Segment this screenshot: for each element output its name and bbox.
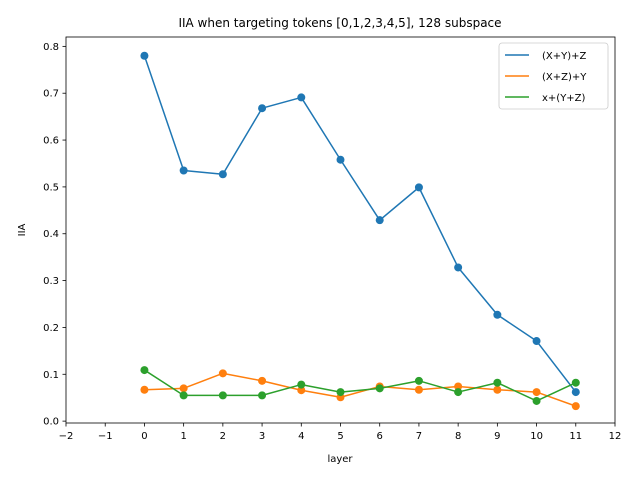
series-layer bbox=[140, 51, 580, 411]
data-point-series-0 bbox=[218, 170, 227, 179]
x-tick-label: 10 bbox=[530, 431, 543, 442]
x-tick-label: 7 bbox=[416, 431, 422, 442]
series-line-2 bbox=[144, 369, 577, 402]
x-tick-label: −2 bbox=[59, 431, 74, 442]
data-point-series-1 bbox=[571, 402, 580, 411]
legend-label-series-1: (X+Z)+Y bbox=[542, 72, 587, 83]
data-point-series-0 bbox=[493, 310, 502, 319]
data-point-series-2 bbox=[532, 396, 541, 405]
axis-ticks: −2 −1 0 1 2 3 4 5 6 7 8 9 10 11 120.00.10.20.30.40.50.… bbox=[43, 42, 621, 442]
data-point-series-2 bbox=[375, 384, 384, 393]
x-tick-label: 2 bbox=[220, 431, 226, 442]
x-tick-label: 4 bbox=[298, 431, 304, 442]
x-tick-label: 6 bbox=[377, 431, 383, 442]
x-tick-label: 12 bbox=[609, 431, 622, 442]
data-point-series-1 bbox=[297, 386, 306, 395]
data-point-series-2 bbox=[493, 378, 502, 387]
x-tick-label: −1 bbox=[98, 431, 113, 442]
data-point-series-2 bbox=[179, 391, 188, 400]
x-tick-label: 3 bbox=[259, 431, 265, 442]
data-point-series-2 bbox=[454, 388, 463, 397]
data-point-series-2 bbox=[258, 391, 267, 400]
data-point-series-2 bbox=[336, 388, 345, 397]
data-point-series-0 bbox=[336, 155, 345, 164]
x-tick-label: 11 bbox=[569, 431, 582, 442]
y-tick-label: 0.6 bbox=[43, 136, 59, 147]
data-point-series-0 bbox=[375, 216, 384, 225]
data-point-series-1 bbox=[493, 385, 502, 394]
data-point-series-1 bbox=[532, 388, 541, 397]
data-point-series-0 bbox=[179, 166, 188, 175]
x-tick-label: 9 bbox=[494, 431, 500, 442]
data-point-series-2 bbox=[140, 366, 149, 375]
data-point-series-2 bbox=[571, 378, 580, 387]
data-point-series-0 bbox=[414, 183, 423, 192]
y-tick-label: 0.4 bbox=[43, 229, 59, 240]
data-point-series-1 bbox=[140, 385, 149, 394]
data-point-series-2 bbox=[414, 376, 423, 385]
y-tick-label: 0.2 bbox=[43, 323, 59, 334]
data-point-series-1 bbox=[414, 385, 423, 394]
data-point-series-1 bbox=[258, 376, 267, 385]
data-point-series-0 bbox=[258, 104, 267, 113]
y-tick-label: 0.3 bbox=[43, 276, 59, 287]
legend-label-series-0: (X+Y)+Z bbox=[542, 51, 587, 62]
data-point-series-1 bbox=[179, 384, 188, 393]
plot-frame bbox=[65, 36, 616, 424]
y-axis-label: IIA bbox=[17, 223, 28, 236]
data-point-series-0 bbox=[532, 337, 541, 346]
data-point-series-1 bbox=[218, 369, 227, 378]
x-axis-label: layer bbox=[327, 454, 353, 465]
y-tick-label: 0.1 bbox=[43, 370, 59, 381]
chart-title: IIA when targeting tokens [0,1,2,3,4,5],… bbox=[178, 16, 501, 30]
series-line-1 bbox=[144, 372, 577, 407]
y-tick-label: 0.7 bbox=[43, 89, 59, 100]
y-tick-label: 0.5 bbox=[43, 182, 59, 193]
y-tick-label: 0.8 bbox=[43, 42, 59, 53]
series-line-0 bbox=[143, 55, 577, 393]
data-point-series-0 bbox=[140, 51, 149, 60]
data-point-series-0 bbox=[454, 263, 463, 272]
data-point-series-0 bbox=[571, 388, 580, 397]
legend: (X+Y)+Z (X+Z)+Y x+(Y+Z) bbox=[498, 42, 609, 110]
x-tick-label: 1 bbox=[180, 431, 186, 442]
x-tick-label: 8 bbox=[455, 431, 461, 442]
y-tick-label: 0.0 bbox=[43, 417, 59, 428]
x-tick-label: 0 bbox=[141, 431, 147, 442]
legend-label-series-2: x+(Y+Z) bbox=[542, 93, 586, 104]
data-point-series-2 bbox=[297, 380, 306, 389]
legend-box bbox=[498, 42, 609, 110]
data-point-series-0 bbox=[297, 93, 306, 102]
x-tick-label: 5 bbox=[337, 431, 343, 442]
data-point-series-1 bbox=[454, 382, 463, 391]
data-point-series-2 bbox=[218, 391, 227, 400]
